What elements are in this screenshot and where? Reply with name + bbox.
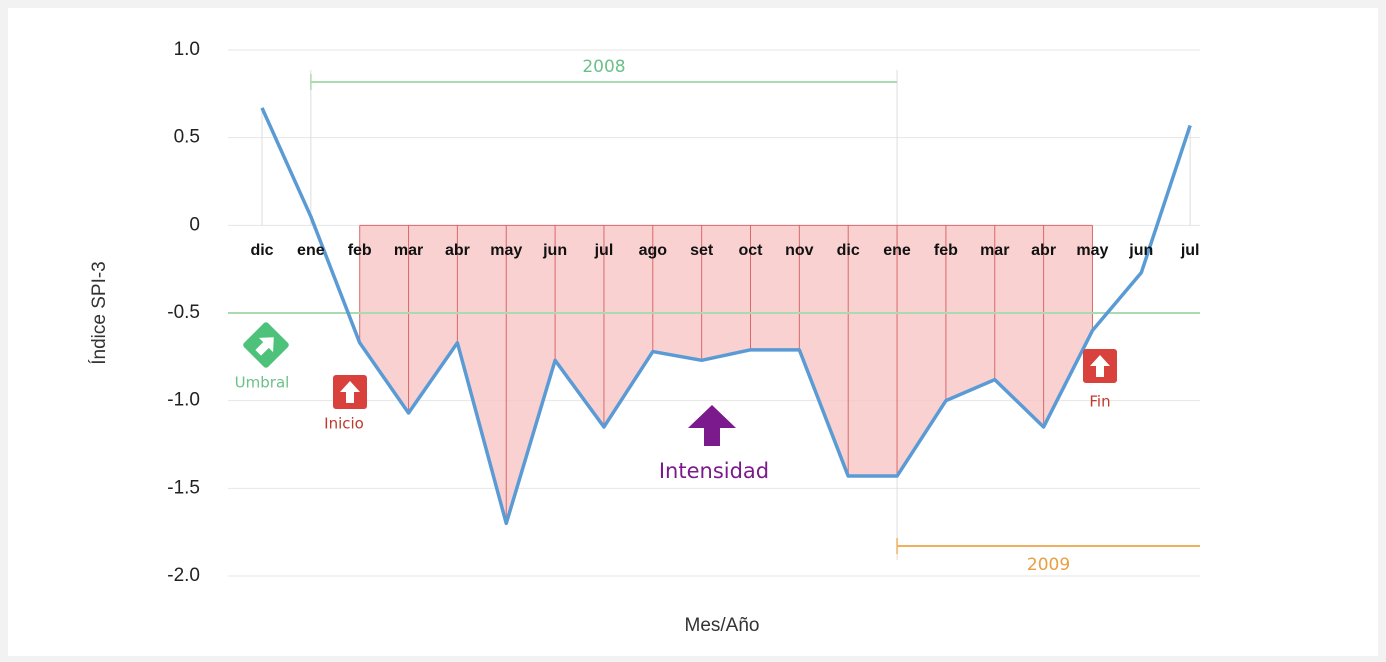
spi-line bbox=[260, 107, 1192, 526]
threshold-label: Umbral bbox=[235, 374, 290, 392]
icon bbox=[243, 322, 289, 368]
start-label: Inicio bbox=[324, 415, 364, 433]
y-tick-label: -1.5 bbox=[167, 477, 200, 498]
x-tick-label: ene bbox=[297, 242, 325, 259]
intensity-arrow bbox=[688, 405, 736, 446]
end-label: Fin bbox=[1089, 393, 1110, 411]
icon-arrow bbox=[255, 337, 274, 356]
icon-arrow bbox=[1090, 355, 1110, 377]
x-tick-label: ago bbox=[639, 242, 668, 259]
x-tick-label: abr bbox=[1031, 242, 1056, 259]
icon bbox=[333, 375, 367, 409]
x-tick-label: jul bbox=[594, 242, 614, 259]
x-tick-label: ene bbox=[883, 242, 911, 259]
intensity-label: Intensidad bbox=[659, 459, 769, 483]
y-tick-label: 0.5 bbox=[174, 127, 200, 148]
y-tick-label: -0.5 bbox=[167, 302, 200, 323]
plot: -2.0 -1.5 -1.0 -0.5 0 0.5 1.0 dic ene feb mar abr ma… bbox=[167, 39, 1200, 586]
period-label: 2008 bbox=[582, 57, 625, 77]
y-axis-label: Índice SPI-3 bbox=[89, 261, 110, 365]
x-tick-label: feb bbox=[348, 242, 372, 259]
x-tick-label: dic bbox=[250, 242, 273, 259]
y-tick-label: -2.0 bbox=[167, 565, 200, 586]
x-tick-label: may bbox=[1076, 242, 1108, 259]
icon bbox=[1083, 349, 1117, 383]
x-tick-label: nov bbox=[785, 242, 814, 259]
x-tick-label: jul bbox=[1180, 242, 1200, 259]
x-tick-label: oct bbox=[739, 242, 764, 259]
x-tick-label: abr bbox=[445, 242, 470, 259]
icon-arrow bbox=[340, 381, 360, 403]
x-tick-label: mar bbox=[394, 242, 423, 259]
y-tick-label: 1.0 bbox=[174, 39, 200, 60]
period-label: 2009 bbox=[1027, 555, 1070, 575]
x-tick-label: set bbox=[690, 242, 714, 259]
x-axis-label: Mes/Año bbox=[685, 615, 760, 636]
y-tick-label: -1.0 bbox=[167, 390, 200, 411]
x-tick-label: mar bbox=[980, 242, 1009, 259]
y-tick-label: 0 bbox=[189, 214, 200, 235]
x-tick-label: feb bbox=[934, 242, 958, 259]
x-tick-label: jun bbox=[542, 242, 567, 259]
deficit-area bbox=[359, 225, 1093, 524]
x-tick-label: dic bbox=[837, 242, 860, 259]
x-tick-label: may bbox=[490, 242, 522, 259]
x-tick-label: jun bbox=[1128, 242, 1153, 259]
